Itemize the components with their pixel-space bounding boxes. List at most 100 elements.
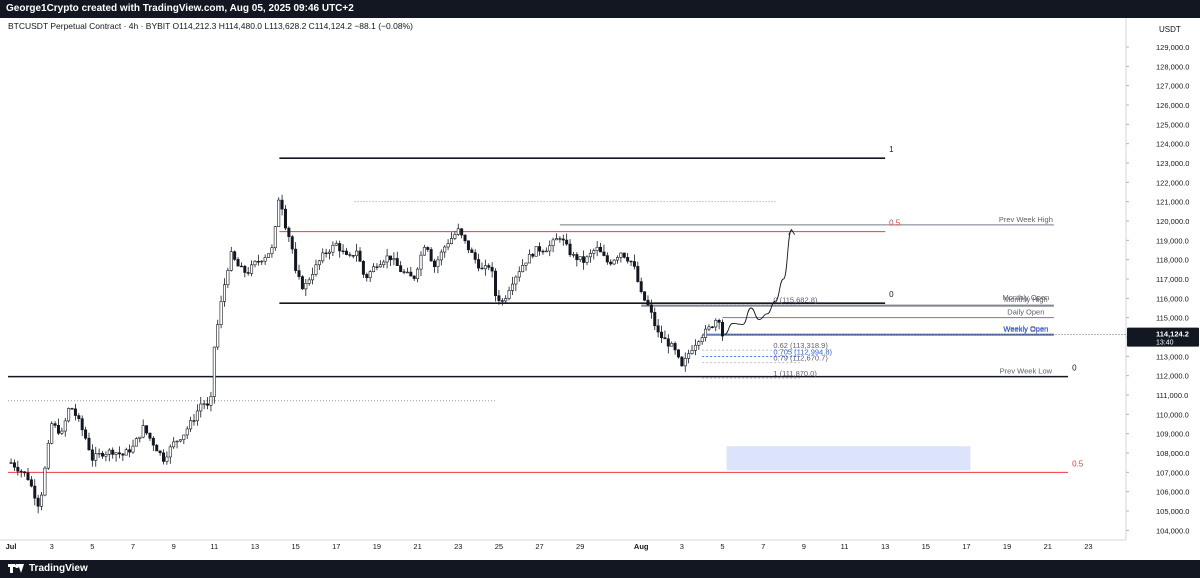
candle-body[interactable] bbox=[646, 299, 650, 306]
candle-body[interactable] bbox=[202, 403, 206, 405]
candle-body[interactable] bbox=[517, 271, 521, 278]
candle-body[interactable] bbox=[283, 208, 287, 229]
price-axis[interactable] bbox=[1126, 18, 1200, 560]
candle-body[interactable] bbox=[351, 255, 355, 257]
candle-body[interactable] bbox=[209, 396, 213, 406]
candle-body[interactable] bbox=[138, 436, 142, 439]
candle-body[interactable] bbox=[239, 265, 243, 268]
candle-body[interactable] bbox=[595, 246, 599, 251]
candle-body[interactable] bbox=[151, 437, 155, 446]
candle-body[interactable] bbox=[544, 250, 548, 253]
candle-body[interactable] bbox=[216, 324, 220, 348]
candle-body[interactable] bbox=[348, 254, 352, 256]
candle-body[interactable] bbox=[497, 295, 501, 301]
candle-body[interactable] bbox=[527, 253, 531, 264]
candle-body[interactable] bbox=[344, 250, 348, 255]
candle-body[interactable] bbox=[477, 259, 481, 269]
candle-body[interactable] bbox=[40, 494, 44, 507]
candle-body[interactable] bbox=[690, 350, 694, 354]
candle-body[interactable] bbox=[561, 238, 565, 241]
candle-body[interactable] bbox=[73, 408, 77, 416]
candle-body[interactable] bbox=[131, 445, 135, 453]
candle-body[interactable] bbox=[300, 276, 304, 290]
candle-body[interactable] bbox=[63, 420, 67, 432]
candle-body[interactable] bbox=[666, 338, 670, 347]
candle-body[interactable] bbox=[541, 250, 545, 253]
candle-body[interactable] bbox=[294, 248, 298, 271]
candle-body[interactable] bbox=[446, 243, 450, 248]
candle-body[interactable] bbox=[707, 326, 711, 330]
tradingview-logo[interactable]: TradingView bbox=[8, 562, 88, 574]
target-zone[interactable] bbox=[726, 446, 971, 471]
candle-body[interactable] bbox=[338, 243, 342, 252]
candle-body[interactable] bbox=[714, 319, 718, 328]
candle-body[interactable] bbox=[189, 420, 193, 430]
candle-body[interactable] bbox=[405, 271, 409, 274]
candle-body[interactable] bbox=[582, 256, 586, 263]
candle-body[interactable] bbox=[453, 234, 457, 239]
candle-body[interactable] bbox=[94, 453, 98, 461]
candle-body[interactable] bbox=[270, 247, 274, 255]
candle-body[interactable] bbox=[334, 243, 338, 246]
candle-body[interactable] bbox=[155, 444, 159, 452]
candle-body[interactable] bbox=[372, 266, 376, 272]
candle-body[interactable] bbox=[626, 257, 630, 262]
candle-body[interactable] bbox=[558, 238, 562, 240]
candle-body[interactable] bbox=[290, 236, 294, 250]
candle-body[interactable] bbox=[494, 270, 498, 296]
candle-body[interactable] bbox=[87, 437, 91, 451]
candle-body[interactable] bbox=[551, 239, 555, 247]
candle-body[interactable] bbox=[514, 276, 518, 285]
candle-body[interactable] bbox=[321, 252, 325, 262]
candle-body[interactable] bbox=[128, 449, 132, 453]
candle-body[interactable] bbox=[680, 356, 684, 367]
candle-body[interactable] bbox=[361, 261, 365, 275]
candle-body[interactable] bbox=[317, 260, 321, 266]
candle-body[interactable] bbox=[117, 452, 121, 455]
candle-body[interactable] bbox=[622, 252, 626, 258]
candle-body[interactable] bbox=[243, 265, 247, 273]
candle-body[interactable] bbox=[416, 268, 420, 279]
candle-body[interactable] bbox=[341, 250, 345, 253]
candle-body[interactable] bbox=[605, 255, 609, 263]
candle-body[interactable] bbox=[206, 403, 210, 406]
candle-body[interactable] bbox=[212, 346, 216, 397]
candle-body[interactable] bbox=[56, 425, 60, 434]
candle-body[interactable] bbox=[473, 252, 477, 260]
candle-body[interactable] bbox=[422, 247, 426, 256]
candle-body[interactable] bbox=[575, 254, 579, 261]
candle-body[interactable] bbox=[663, 337, 667, 340]
candle-body[interactable] bbox=[466, 240, 470, 251]
candle-body[interactable] bbox=[521, 265, 525, 273]
candle-body[interactable] bbox=[324, 252, 328, 254]
candle-body[interactable] bbox=[693, 344, 697, 351]
candle-body[interactable] bbox=[101, 452, 105, 457]
candle-body[interactable] bbox=[700, 337, 704, 342]
candle-body[interactable] bbox=[619, 252, 623, 258]
candle-body[interactable] bbox=[358, 250, 362, 262]
candle-body[interactable] bbox=[195, 410, 199, 422]
candle-body[interactable] bbox=[683, 358, 687, 367]
candle-body[interactable] bbox=[256, 260, 260, 263]
candle-body[interactable] bbox=[331, 244, 335, 253]
candle-body[interactable] bbox=[53, 423, 57, 426]
projection-path[interactable] bbox=[724, 229, 793, 335]
candle-body[interactable] bbox=[460, 228, 464, 236]
candle-body[interactable] bbox=[721, 322, 725, 337]
candle-body[interactable] bbox=[375, 266, 379, 268]
candle-body[interactable] bbox=[104, 453, 108, 457]
candle-body[interactable] bbox=[311, 274, 315, 281]
candle-body[interactable] bbox=[470, 249, 474, 253]
candle-body[interactable] bbox=[246, 272, 250, 274]
candle-body[interactable] bbox=[107, 449, 111, 455]
candle-body[interactable] bbox=[134, 438, 138, 447]
candle-body[interactable] bbox=[429, 249, 433, 262]
candle-body[interactable] bbox=[490, 267, 494, 272]
candle-body[interactable] bbox=[402, 271, 406, 273]
candle-body[interactable] bbox=[46, 442, 50, 469]
candle-body[interactable] bbox=[578, 256, 582, 261]
candle-body[interactable] bbox=[599, 246, 603, 253]
candle-body[interactable] bbox=[649, 304, 653, 313]
candle-body[interactable] bbox=[602, 251, 606, 256]
candle-body[interactable] bbox=[510, 283, 514, 291]
